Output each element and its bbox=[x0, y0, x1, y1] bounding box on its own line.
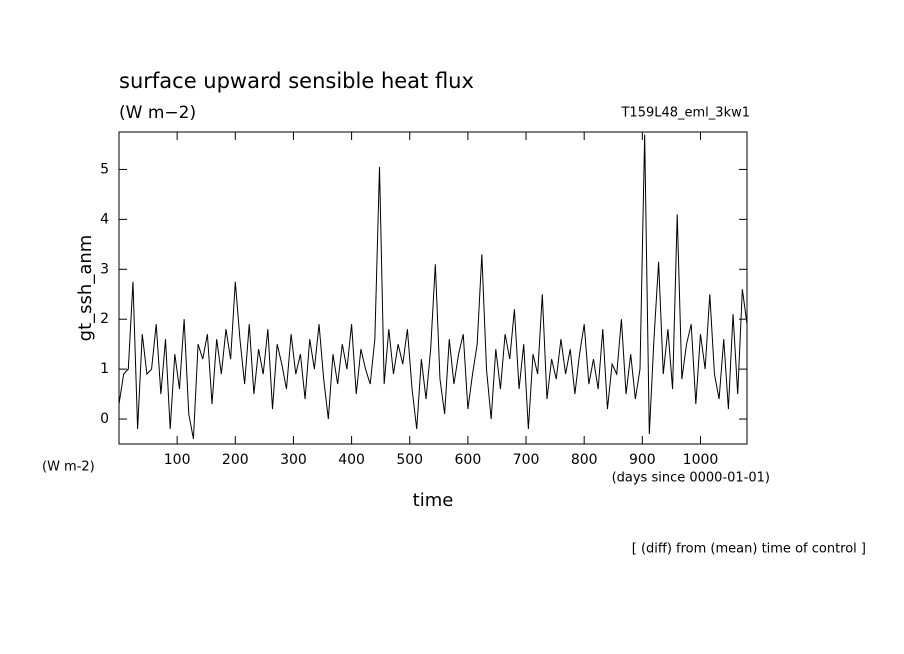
chart-subtitle: (W m−2) bbox=[119, 103, 196, 123]
y-tick-label: 3 bbox=[100, 261, 109, 277]
y-tick-label: 4 bbox=[100, 211, 109, 227]
x-tick-label: 800 bbox=[571, 452, 598, 468]
y-axis-label: gt_ssh_anm bbox=[75, 235, 96, 342]
x-tick-label: 400 bbox=[338, 452, 365, 468]
x-tick-label: 200 bbox=[222, 452, 249, 468]
x-tick-label: 100 bbox=[164, 452, 191, 468]
chart-title: surface upward sensible heat flux bbox=[119, 69, 474, 93]
y-tick-label: 1 bbox=[100, 361, 109, 377]
plot-frame bbox=[118, 131, 748, 445]
y-tick-label: 5 bbox=[100, 161, 109, 177]
x-tick-label: 600 bbox=[455, 452, 482, 468]
footnote: [ (diff) from (mean) time of control ] bbox=[632, 542, 866, 557]
y-tick-label: 2 bbox=[100, 311, 109, 327]
y-tick-label: 0 bbox=[100, 411, 109, 427]
run-label: T159L48_eml_3kw1 bbox=[620, 106, 750, 121]
x-tick-label: 1000 bbox=[683, 452, 719, 468]
x-tick-label: 500 bbox=[396, 452, 423, 468]
y-unit: (W m-2) bbox=[42, 460, 95, 475]
x-unit: (days since 0000-01-01) bbox=[612, 471, 770, 486]
x-tick-label: 900 bbox=[629, 452, 656, 468]
x-tick-label: 300 bbox=[280, 452, 307, 468]
x-tick-label: 700 bbox=[513, 452, 540, 468]
data-line bbox=[118, 134, 748, 440]
x-axis-label: time bbox=[413, 490, 454, 511]
